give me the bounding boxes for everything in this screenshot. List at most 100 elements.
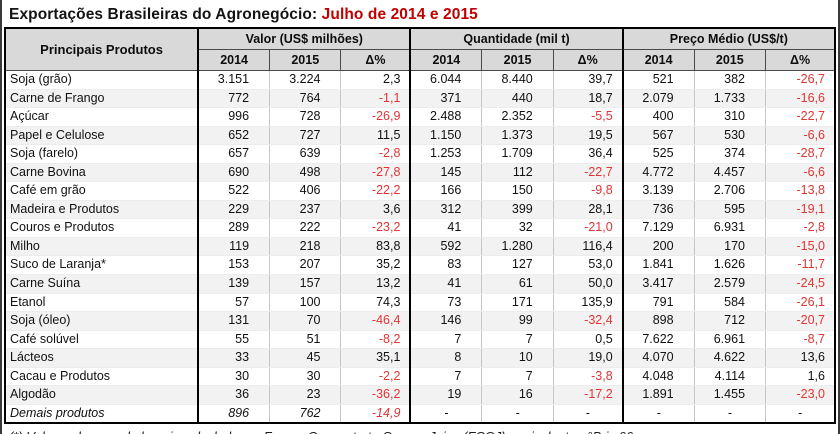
value-cell: 4.114: [694, 367, 767, 387]
value-cell: 112: [481, 163, 554, 183]
value-cell: 6.961: [694, 330, 767, 350]
value-cell: 229: [198, 200, 271, 220]
value-cell: 222: [269, 218, 342, 238]
value-cell: 50,0: [553, 274, 624, 294]
footnote: (*) Volume de suco de laranja calculado …: [4, 424, 836, 434]
value-cell: 7.622: [622, 330, 695, 350]
value-cell: 584: [694, 293, 767, 313]
value-cell: 7: [481, 367, 554, 387]
value-cell: 237: [269, 200, 342, 220]
value-cell: 399: [481, 200, 554, 220]
value-cell: 131: [198, 311, 271, 331]
value-cell: 4.070: [622, 348, 695, 368]
column-header-2015: 2015: [269, 49, 342, 71]
exports-table: Principais Produtos Valor (US$ milhões) …: [4, 27, 836, 425]
table-row: Couros e Produtos 289 222 -23,2 41 32 -21,0 7.1…: [5, 218, 835, 238]
value-cell: 1.733: [694, 89, 767, 109]
value-cell: 39,7: [553, 70, 624, 90]
group-header-preco-medio: Preço Médio (US$/t): [622, 27, 836, 50]
year-header-row: 2014 2015 Δ% 2014 2015 Δ% 2014 2015 Δ%: [5, 49, 836, 71]
product-name: Café solúvel: [5, 330, 200, 350]
table-row: Lácteos 33 45 35,1 8 10 19,0 4.070 4.622 13,6: [5, 348, 835, 368]
value-cell: 6.931: [694, 218, 767, 238]
value-cell: 7: [410, 367, 483, 387]
value-cell: -2,8: [340, 144, 412, 164]
table-row: Carne Suína 139 157 13,2 41 61 50,0 3.417 2.579-…: [5, 274, 835, 294]
value-cell: 171: [481, 293, 554, 313]
value-cell: 592: [410, 237, 483, 257]
value-cell: 30: [198, 367, 271, 387]
value-cell: -8,7: [765, 330, 835, 350]
value-cell: 1.709: [481, 144, 554, 164]
value-cell: 33: [198, 348, 271, 368]
value-cell: 119: [198, 237, 271, 257]
value-cell: 312: [410, 200, 483, 220]
title-period: Julho de 2014 e 2015: [321, 6, 478, 23]
value-cell: 7: [481, 330, 554, 350]
value-cell: 4.048: [622, 367, 695, 387]
value-cell: 32: [481, 218, 554, 238]
value-cell: 19,5: [553, 126, 624, 146]
value-cell: -17,2: [553, 385, 624, 405]
product-name: Açúcar: [5, 107, 200, 127]
value-cell: 41: [410, 274, 483, 294]
value-cell: -22,7: [765, 107, 835, 127]
table-row: Soja (farelo) 657 639 -2,8 1.253 1.709 36,4 525…: [5, 144, 835, 164]
value-cell: 8.440: [481, 70, 554, 90]
value-cell: 57: [198, 293, 271, 313]
value-cell: 382: [694, 70, 767, 90]
value-cell: -22,2: [340, 181, 412, 201]
value-cell: 2.579: [694, 274, 767, 294]
product-name: Carne de Frango: [5, 89, 200, 109]
value-cell: 371: [410, 89, 483, 109]
value-cell: 28,1: [553, 200, 624, 220]
value-cell: 70: [269, 311, 342, 331]
value-cell: 13,6: [765, 348, 835, 368]
table-row: Etanol 57 100 74,3 73 171 135,9 791 584 -26,1: [5, 293, 835, 313]
value-cell: 657: [198, 144, 271, 164]
value-cell: 736: [622, 200, 695, 220]
table-row: Soja (óleo) 131 70 -46,4 146 99 -32,4 898 712 -20…: [5, 311, 835, 331]
value-cell: -16,6: [765, 89, 835, 109]
value-cell: -2,8: [765, 218, 835, 238]
value-cell: 791: [622, 293, 695, 313]
value-cell: 150: [481, 181, 554, 201]
value-cell: 440: [481, 89, 554, 109]
product-name: Couros e Produtos: [5, 218, 200, 238]
value-cell: 3.224: [269, 70, 342, 90]
table-row: Café em grão 522 406 -22,2 166 150 -9,8 3.139 2.…: [5, 181, 835, 201]
value-cell: -15,0: [765, 237, 835, 257]
value-cell: 898: [622, 311, 695, 331]
value-cell: -6,6: [765, 126, 835, 146]
table-row: Soja (grão) 3.151 3.224 2,3 6.044 8.440 39,7 52…: [5, 70, 835, 90]
value-cell: 55: [198, 330, 271, 350]
value-cell: -32,4: [553, 311, 624, 331]
table-row: Madeira e Produtos 229 237 3,6 312 399 28,1 736…: [5, 200, 835, 220]
value-cell: 896: [198, 404, 271, 424]
value-cell: -3,8: [553, 367, 624, 387]
value-cell: 4.772: [622, 163, 695, 183]
column-header-delta: Δ%: [765, 49, 836, 71]
value-cell: 406: [269, 181, 342, 201]
value-cell: 83,8: [340, 237, 412, 257]
product-name: Soja (grão): [5, 70, 200, 90]
value-cell: 289: [198, 218, 271, 238]
value-cell: 1,6: [765, 367, 835, 387]
value-cell: 7: [410, 330, 483, 350]
table-row: Milho 119 218 83,8 592 1.280 116,4 200 170 -15,0: [5, 237, 835, 257]
value-cell: 0,5: [553, 330, 624, 350]
column-header-2014: 2014: [197, 49, 271, 71]
title-main: Exportações Brasileiras do Agronegócio:: [9, 6, 322, 23]
value-cell: 35,2: [340, 255, 412, 276]
value-cell: 498: [269, 163, 342, 183]
value-cell: -14,9: [340, 404, 412, 424]
value-cell: -: [765, 404, 835, 424]
product-name: Papel e Celulose: [5, 126, 200, 146]
value-cell: 153: [198, 255, 271, 276]
product-name: Demais produtos: [5, 404, 200, 424]
column-header-delta: Δ%: [552, 49, 624, 71]
value-cell: -: [410, 404, 483, 424]
value-cell: -5,5: [553, 107, 624, 127]
table-header: Principais Produtos Valor (US$ milhões) …: [4, 27, 836, 71]
group-header-quantidade: Quantidade (mil t): [409, 27, 624, 50]
